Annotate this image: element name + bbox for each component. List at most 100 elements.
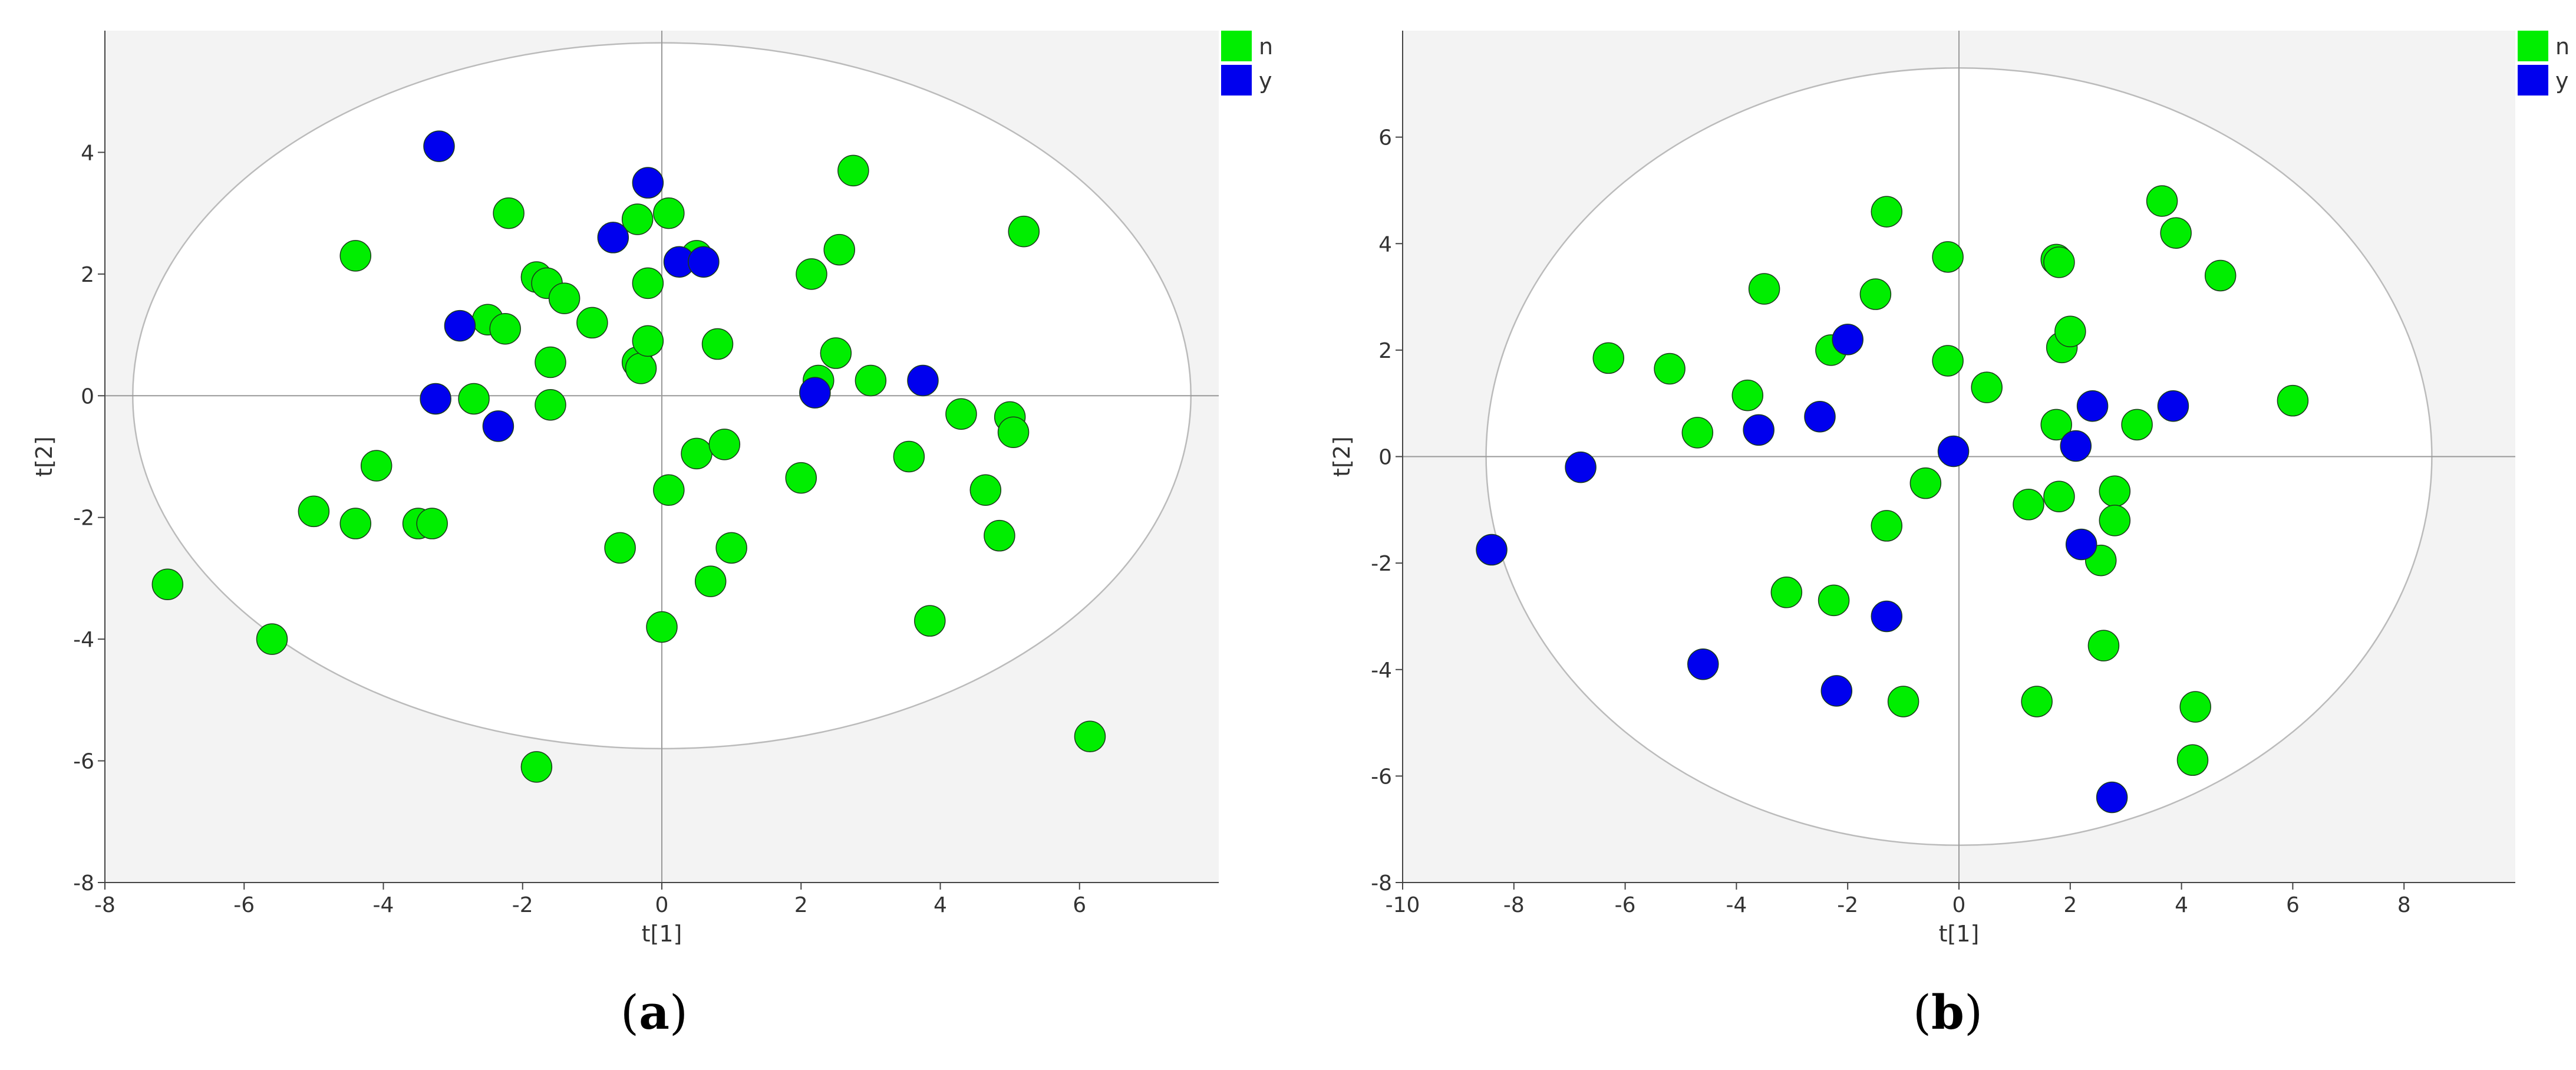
data-point-n — [708, 429, 741, 460]
data-point-n — [576, 307, 608, 339]
data-point-y — [688, 246, 720, 278]
data-point-n — [969, 474, 1002, 506]
data-point-n — [1681, 417, 1714, 449]
y-tick-label: 0 — [81, 384, 94, 409]
data-point-y — [2096, 781, 2128, 814]
y-tick-label: 4 — [81, 141, 94, 165]
panel-label-open: ( — [1913, 985, 1931, 1040]
y-tick-label: 0 — [1378, 446, 1392, 470]
data-point-n — [2121, 409, 2153, 441]
x-tick-label: 6 — [2286, 893, 2300, 917]
data-point-n — [632, 267, 664, 299]
legend-swatch-y — [1221, 65, 1252, 96]
data-point-n — [2160, 217, 2192, 249]
data-point-n — [1909, 467, 1942, 499]
data-point-n — [2087, 630, 2120, 661]
data-point-y — [2157, 390, 2189, 422]
data-point-n — [681, 437, 713, 470]
data-point-n — [256, 623, 288, 655]
x-axis-label: t[1] — [1939, 921, 1980, 947]
data-point-n — [820, 337, 852, 369]
x-tick-label: -6 — [233, 893, 255, 917]
data-point-n — [2021, 686, 2053, 717]
data-point-n — [2204, 259, 2237, 292]
data-point-n — [837, 154, 869, 187]
data-point-n — [360, 450, 392, 482]
data-point-y — [444, 310, 476, 342]
data-point-n — [2099, 475, 2131, 507]
x-tick-label: -6 — [1615, 893, 1636, 917]
panel-label-letter: a — [639, 985, 669, 1040]
x-tick-label: 4 — [2175, 893, 2188, 917]
legend-label-y: y — [2555, 68, 2569, 94]
panel-label-letter: b — [1931, 985, 1964, 1040]
data-point-n — [694, 565, 727, 597]
x-tick-label: 6 — [1073, 893, 1086, 917]
y-tick-label: -6 — [73, 750, 94, 774]
data-point-n — [2043, 480, 2075, 512]
data-point-n — [984, 519, 1015, 552]
data-point-n — [621, 203, 654, 235]
data-point-n — [653, 474, 685, 506]
data-point-n — [548, 282, 580, 314]
data-point-y — [907, 364, 939, 397]
data-point-y — [632, 167, 664, 199]
data-point-y — [2060, 430, 2092, 462]
data-point-y — [1687, 648, 1719, 680]
data-point-n — [785, 462, 817, 494]
data-point-n — [2179, 691, 2211, 723]
data-point-n — [2054, 315, 2086, 348]
panel-label-close: ) — [669, 985, 688, 1040]
y-axis-label: t[2] — [1329, 436, 1355, 477]
data-point-n — [298, 495, 330, 528]
data-point-y — [1937, 435, 1970, 467]
x-tick-label: -4 — [373, 893, 394, 917]
data-point-y — [482, 410, 514, 442]
data-point-n — [1731, 379, 1764, 411]
legend-label-n: n — [1259, 34, 1273, 60]
y-tick-label: 6 — [1378, 126, 1392, 150]
data-point-y — [1804, 401, 1836, 433]
data-point-n — [1008, 215, 1040, 248]
x-tick-label: -8 — [1503, 893, 1525, 917]
data-point-n — [914, 605, 946, 637]
data-point-y — [1820, 675, 1853, 707]
legend-swatch-n — [2518, 31, 2548, 61]
data-point-y — [2076, 390, 2109, 422]
data-point-y — [1476, 534, 1508, 566]
data-point-n — [339, 240, 371, 272]
data-point-n — [893, 440, 925, 473]
x-axis-label: t[1] — [642, 921, 682, 947]
data-point-n — [653, 197, 685, 229]
x-tick-label: 2 — [2063, 893, 2077, 917]
data-point-y — [1871, 600, 1903, 633]
legend: ny — [1221, 31, 1273, 96]
legend: ny — [2518, 31, 2570, 96]
x-tick-label: -2 — [1837, 893, 1858, 917]
series-y — [1476, 324, 2189, 814]
y-tick-label: 2 — [1378, 339, 1392, 363]
y-tick-label: -2 — [1371, 552, 1392, 576]
data-point-n — [796, 258, 827, 290]
legend-label-y: y — [1259, 68, 1272, 94]
x-tick-label: -8 — [94, 893, 116, 917]
data-point-n — [2277, 384, 2309, 417]
x-tick-label: -10 — [1386, 893, 1420, 917]
y-tick-label: 4 — [1378, 232, 1392, 256]
y-tick-label: -2 — [73, 506, 94, 531]
legend-swatch-n — [1221, 31, 1252, 61]
x-tick-label: -4 — [1726, 893, 1747, 917]
y-axis-label: t[2] — [31, 436, 57, 477]
data-point-n — [535, 346, 566, 378]
panel-label-close: ) — [1964, 985, 1983, 1040]
x-tick-label: 0 — [1952, 893, 1966, 917]
y-tick-label: 2 — [81, 263, 94, 287]
data-point-n — [2146, 185, 2178, 217]
data-point-y — [420, 383, 451, 415]
data-point-n — [535, 389, 566, 421]
data-point-n — [1932, 345, 1964, 377]
data-point-n — [520, 751, 553, 783]
data-point-n — [416, 508, 448, 539]
data-point-n — [997, 416, 1030, 448]
